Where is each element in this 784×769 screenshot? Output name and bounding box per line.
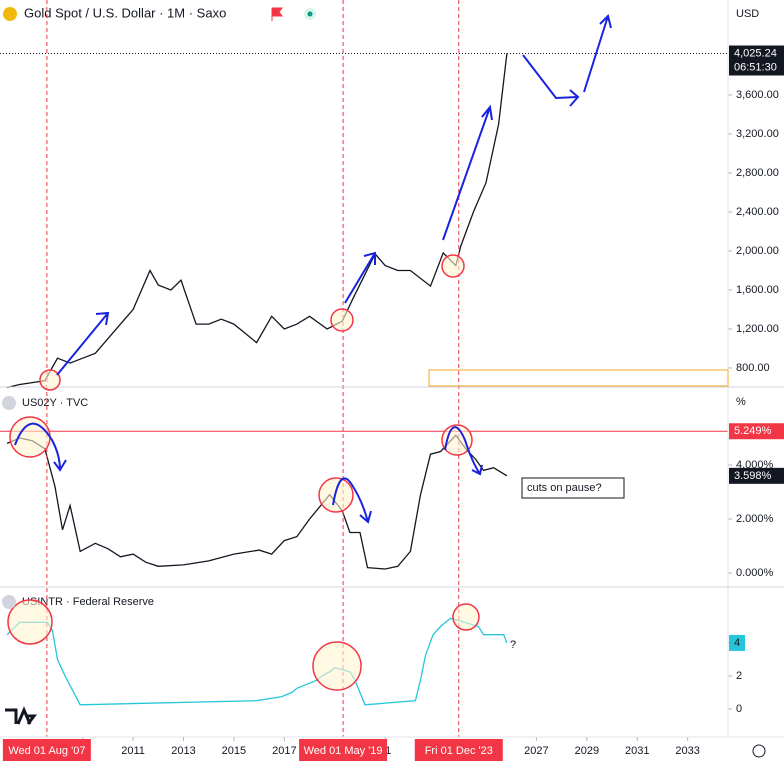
y-tick-label: 2,800.00 (736, 167, 779, 179)
y-tick-label: 0.000% (736, 567, 774, 579)
highlight-circle (441, 254, 465, 278)
event-label: Wed 01 Aug '07 (8, 745, 85, 757)
logo (5, 706, 37, 725)
highlight-circle (452, 603, 480, 631)
zone-box (428, 369, 729, 387)
arrow (522, 54, 580, 107)
settings-icon[interactable] (752, 744, 766, 758)
countdown: 06:51:30 (734, 61, 777, 73)
x-tick-label: 2031 (625, 745, 649, 757)
y-tick-label: 3,600.00 (736, 89, 779, 101)
arrow (14, 422, 67, 472)
y-tick-label: 0 (736, 703, 742, 715)
highlight-circle (7, 599, 53, 645)
arrow (583, 14, 612, 93)
y-tick-label: 2 (736, 670, 742, 682)
symbol-icon (2, 595, 16, 609)
last-value-tag (729, 45, 784, 76)
x-tick-label: 2029 (575, 745, 599, 757)
event-tag (2, 739, 91, 761)
x-tick-label: 2027 (524, 745, 548, 757)
y-tick-label: 1,600.00 (736, 284, 779, 296)
arrow (344, 251, 376, 304)
price-line (6, 434, 508, 570)
event-tag (414, 739, 503, 761)
annotation: ? (510, 639, 516, 651)
last-value-label: 4,025.24 (734, 47, 777, 59)
highlight-circle (39, 369, 61, 391)
y-tick-label: 3,200.00 (736, 128, 779, 140)
last-value-label: 3.598% (734, 470, 772, 482)
event-label: Wed 01 May '19 (304, 745, 383, 757)
y-tick-label: 2.000% (736, 513, 774, 525)
x-tick-label: 2017 (272, 745, 296, 757)
event-label: Fri 01 Dec '23 (425, 745, 493, 757)
highlight-circle (9, 416, 51, 458)
pane-title: US02Y · TVC (22, 397, 88, 409)
last-value-tag (729, 634, 745, 651)
annotation: cuts on pause? (527, 482, 602, 494)
x-tick-label: 2011 (121, 745, 145, 757)
level-tag (729, 423, 784, 440)
flag-icon (271, 7, 283, 21)
y-tick-label: 2,000.00 (736, 245, 779, 257)
status-icon (307, 11, 313, 17)
highlight-circle (330, 308, 354, 332)
arrow (444, 426, 483, 476)
arrow (442, 104, 493, 241)
x-tick-label: 2015 (222, 745, 246, 757)
arrow (56, 311, 110, 376)
price-line (6, 617, 508, 706)
y-tick-label: 800.00 (736, 362, 770, 374)
axis-unit: USD (736, 8, 759, 20)
x-tick-label: 2013 (171, 745, 195, 757)
y-tick-label: 1,200.00 (736, 323, 779, 335)
level-label: 5.249% (734, 425, 772, 437)
axis-unit: % (736, 396, 746, 408)
price-line (6, 53, 508, 389)
last-value-tag (729, 467, 784, 484)
symbol-icon (3, 7, 17, 21)
symbol-icon (2, 396, 16, 410)
highlight-circle (312, 641, 362, 691)
note-box (521, 477, 625, 499)
arrow (332, 477, 372, 524)
event-tag (299, 739, 388, 761)
y-tick-label: 2,400.00 (736, 206, 779, 218)
pane-title: USINTR · Federal Reserve (22, 596, 154, 608)
last-value-label: 4 (734, 637, 740, 649)
pane-title: Gold Spot / U.S. Dollar · 1M · Saxo (24, 5, 226, 20)
x-tick-label: 2033 (675, 745, 699, 757)
